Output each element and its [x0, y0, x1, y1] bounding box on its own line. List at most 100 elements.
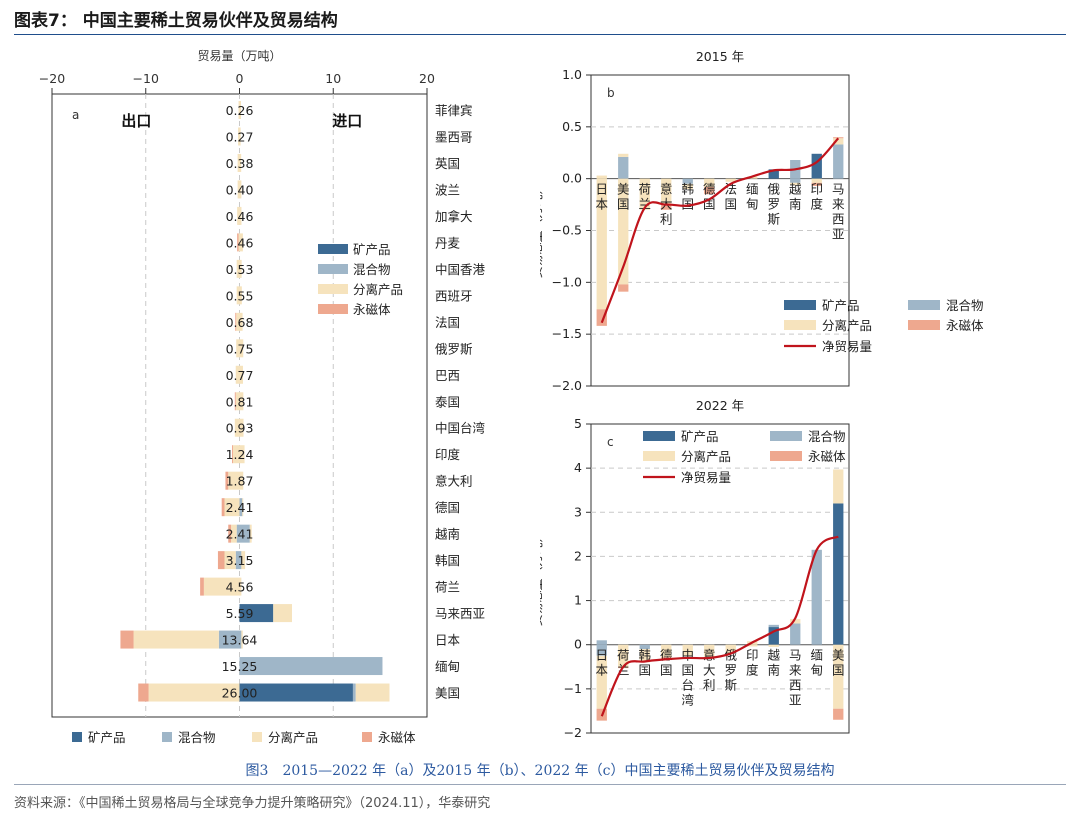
- bar-segment: [237, 180, 240, 199]
- bar-segment: [833, 469, 844, 504]
- bar-segment: [241, 630, 243, 649]
- panel-title: 2022 年: [696, 398, 744, 413]
- bar-segment: [239, 259, 242, 278]
- legend-swatch: [908, 320, 940, 330]
- bar-segment: [200, 577, 204, 596]
- bar-segment: [682, 644, 693, 656]
- category-label: 国: [832, 663, 845, 678]
- category-label: 缅: [810, 648, 823, 663]
- bar-segment: [239, 127, 241, 146]
- bar-segment: [725, 178, 736, 182]
- category-label: 意大利: [435, 474, 473, 489]
- category-label: 韩国: [435, 553, 460, 568]
- bar-segment: [239, 101, 241, 119]
- bar-segment: [682, 178, 693, 184]
- category-label: 菲律宾: [435, 103, 473, 118]
- source-note: 资料来源：《中国稀土贸易格局与全球竞争力提升策略研究》（2024.11），华泰研…: [14, 796, 491, 811]
- bar-segment: [596, 644, 607, 656]
- category-label: 德国: [435, 500, 460, 515]
- bar-total-label: 0.46: [226, 209, 254, 224]
- net-trade-line: [600, 535, 839, 717]
- category-label: 国: [681, 663, 694, 678]
- x-tick-label: −20: [39, 71, 65, 86]
- category-label: 马来西亚: [435, 606, 485, 621]
- legend-swatch: [162, 732, 172, 742]
- legend-label: 矿产品: [822, 298, 860, 313]
- y-tick-label: 3: [574, 504, 582, 519]
- bar-segment: [239, 471, 244, 490]
- category-label: 韩: [681, 182, 694, 197]
- category-label: 日本: [435, 633, 461, 648]
- bar-segment: [639, 178, 650, 210]
- bar-segment: [234, 392, 236, 411]
- legend-label: 分离产品: [353, 282, 403, 297]
- bar-segment: [618, 644, 629, 667]
- category-label: 大: [703, 663, 716, 678]
- category-label: 意: [660, 182, 673, 197]
- bar-segment: [239, 312, 243, 331]
- legend-swatch: [908, 300, 940, 310]
- legend-swatch: [784, 300, 816, 310]
- bar-total-label: 0.40: [226, 182, 254, 197]
- category-label: 本: [595, 197, 608, 212]
- bar-segment: [239, 365, 243, 384]
- legend-label: 矿产品: [681, 429, 719, 444]
- net-trade-line: [600, 137, 840, 324]
- bar-segment: [239, 206, 242, 225]
- x-tick-label: 20: [419, 71, 435, 86]
- bar-segment: [355, 683, 390, 702]
- bar-segment: [235, 392, 240, 411]
- category-label: 南: [767, 663, 780, 678]
- legend-label: 分离产品: [681, 449, 731, 464]
- y-tick-label: 1: [574, 593, 582, 608]
- bar-segment: [768, 624, 779, 628]
- bar-segment: [239, 418, 244, 437]
- bar-segment: [811, 153, 822, 179]
- category-label: 波兰: [435, 182, 460, 197]
- source-rule: [14, 784, 1066, 785]
- bar-segment: [236, 524, 240, 543]
- legend-swatch: [318, 284, 348, 294]
- bar-segment: [790, 619, 801, 624]
- bar-segment: [352, 683, 356, 702]
- bar-segment: [618, 284, 629, 292]
- panel-letter: b: [607, 86, 615, 100]
- bar-segment: [221, 498, 225, 517]
- bar-segment: [133, 630, 219, 649]
- bar-segment: [238, 233, 240, 252]
- x-tick-label: 0: [236, 71, 244, 86]
- figure-caption: 图3 2015—2022 年（a）及2015 年（b）、2022 年（c）中国主…: [245, 763, 835, 779]
- y-axis-label: 贸易总量（万吨）: [540, 530, 544, 626]
- legend-swatch: [318, 264, 348, 274]
- bar-total-label: 0.68: [226, 315, 254, 330]
- bar-segment: [682, 183, 693, 190]
- bar-segment: [704, 186, 715, 195]
- bar-segment: [235, 312, 237, 331]
- bar-segment: [768, 169, 779, 179]
- category-label: 利: [703, 678, 716, 693]
- bar-segment: [661, 644, 672, 658]
- category-label: 荷: [617, 648, 630, 663]
- bar-segment: [235, 551, 240, 570]
- bar-segment: [120, 630, 134, 649]
- category-label: 亚: [789, 693, 802, 708]
- bar-total-label: 0.27: [226, 129, 254, 144]
- category-label: 马: [832, 182, 845, 197]
- legend-swatch: [643, 451, 675, 461]
- bar-segment: [239, 630, 242, 649]
- bar-segment: [231, 524, 237, 543]
- category-label: 国: [638, 663, 651, 678]
- bar-segment: [747, 644, 758, 647]
- category-label: 美: [832, 648, 845, 663]
- legend-label: 净贸易量: [681, 470, 731, 485]
- bar-segment: [661, 204, 672, 210]
- bar-total-label: 0.75: [226, 341, 254, 356]
- bar-segment: [618, 156, 629, 179]
- bar-segment: [148, 683, 240, 702]
- chart-panel-c: 2022 年543210−1−2贸易总量（万吨）c日本荷兰韩国德国中国台湾意大利…: [540, 398, 850, 740]
- bar-total-label: 0.93: [226, 421, 254, 436]
- bar-total-label: 1.87: [226, 474, 254, 489]
- legend-swatch: [643, 431, 675, 441]
- category-label: 日: [595, 648, 608, 663]
- category-label: 来: [832, 197, 845, 212]
